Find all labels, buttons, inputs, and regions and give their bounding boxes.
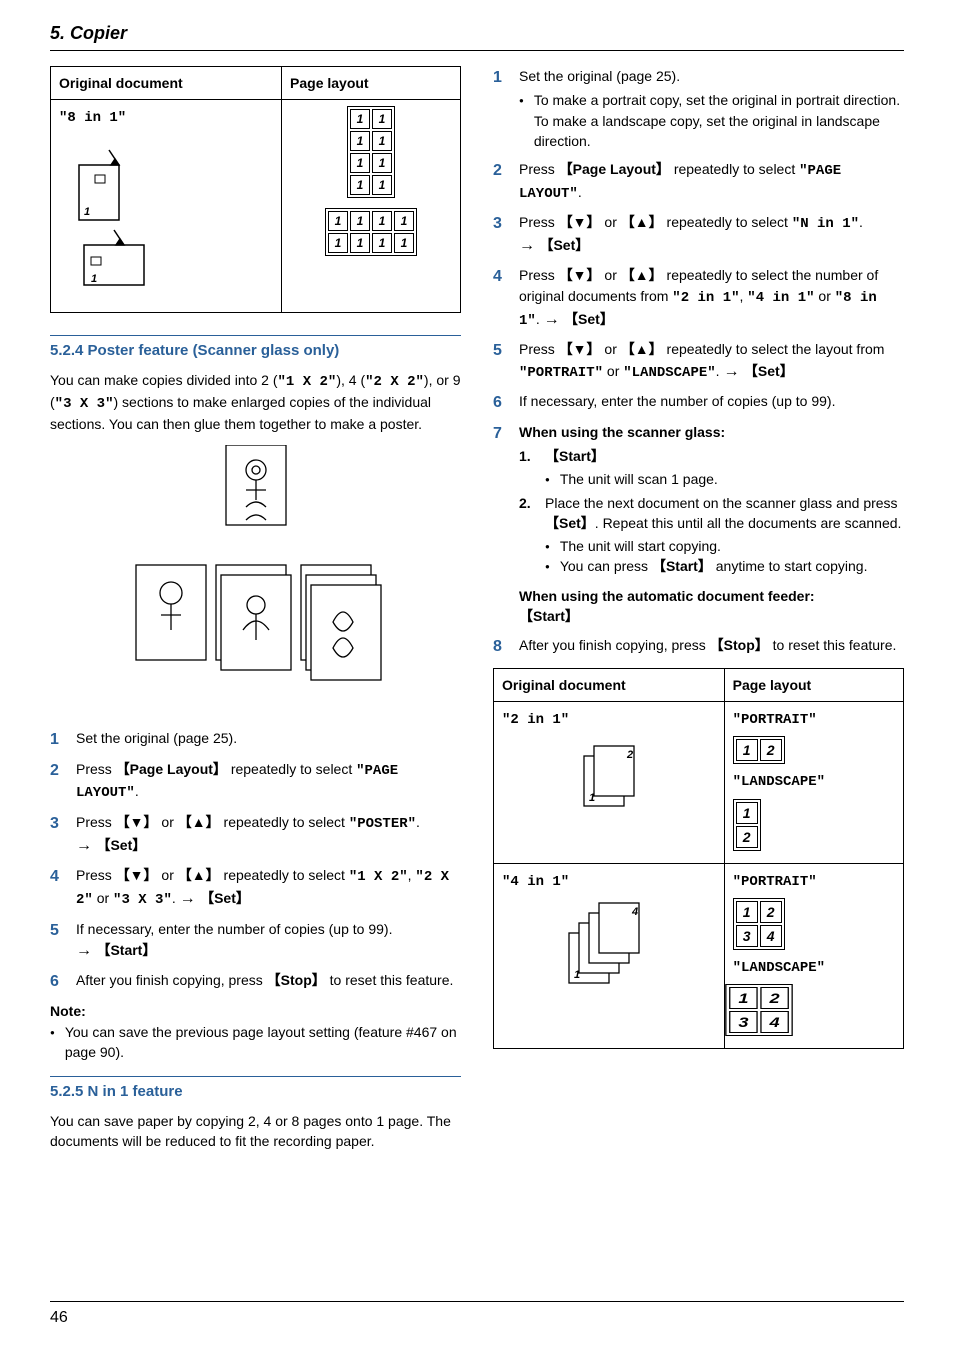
note-label: Note:: [50, 1001, 461, 1021]
grid-8in1-portrait: 11 11 11 11: [347, 106, 395, 198]
nin1-step3: Press 【▼】 or 【▲】 repeatedly to select "N…: [519, 212, 904, 257]
poster-step5: If necessary, enter the number of copies…: [76, 919, 461, 962]
grid-4in1-land: 12 34: [725, 984, 793, 1036]
grid-8in1-landscape: 11 11 11 11: [325, 208, 417, 256]
th-original: Original document: [51, 67, 282, 100]
nin1-step4: Press 【▼】 or 【▲】 repeatedly to select th…: [519, 265, 904, 331]
doc-icon-8in1: 1 1: [59, 135, 179, 295]
poster-step6: After you finish copying, press 【Stop】 t…: [76, 970, 461, 993]
poster-diagram: [126, 445, 386, 705]
td-4in1-doc: "4 in 1" 4 1: [494, 863, 725, 1049]
poster-step4: Press 【▼】 or 【▲】 repeatedly to select "1…: [76, 865, 461, 911]
td-2in1-layout: "PORTRAIT" 12 "LANDSCAPE" 12: [724, 702, 903, 864]
section-nin1-title: 5.2.5 N in 1 feature: [50, 1081, 461, 1103]
svg-text:1: 1: [91, 273, 97, 285]
th-layout: Page layout: [282, 67, 461, 100]
note-text: You can save the previous page layout se…: [65, 1022, 461, 1063]
section-poster-title: 5.2.4 Poster feature (Scanner glass only…: [50, 340, 461, 362]
nin1-step7: When using the scanner glass: 1.【Start】 …: [519, 422, 904, 627]
grid-4in1-port: 12 34: [733, 898, 785, 950]
table-nin1: Original document Page layout "2 in 1" 2: [493, 668, 904, 1049]
grid-2in1-port: 12: [733, 736, 785, 764]
nin1-step8: After you finish copying, press 【Stop】 t…: [519, 635, 904, 658]
poster-step1: Set the original (page 25).: [76, 728, 461, 751]
doc-icon-4in1: 4 1: [554, 898, 664, 998]
doc-icon-2in1: 2 1: [559, 736, 659, 816]
page-number: 46: [50, 1309, 68, 1326]
svg-text:2: 2: [626, 749, 633, 761]
label-8in1: "8 in 1": [59, 110, 126, 126]
svg-text:4: 4: [631, 906, 638, 918]
td-2in1-doc: "2 in 1" 2 1: [494, 702, 725, 864]
td-8in1-layout: 11 11 11 11 11 11 11 11: [282, 100, 461, 313]
svg-text:1: 1: [84, 206, 90, 218]
nin1-intro: You can save paper by copying 2, 4 or 8 …: [50, 1111, 461, 1152]
td-4in1-layout: "PORTRAIT" 12 34 "LANDSCAPE" 12 34: [724, 863, 903, 1049]
grid-2in1-land: 12: [733, 799, 761, 851]
svg-text:1: 1: [589, 792, 595, 804]
table-8in1: Original document Page layout "8 in 1": [50, 66, 461, 313]
nin1-step6: If necessary, enter the number of copies…: [519, 391, 904, 414]
chapter-heading: 5. Copier: [50, 20, 904, 51]
poster-step2: Press 【Page Layout】 repeatedly to select…: [76, 759, 461, 804]
svg-text:1: 1: [574, 969, 580, 981]
th2-layout: Page layout: [724, 668, 903, 701]
nin1-step1: Set the original (page 25). To make a po…: [519, 66, 904, 151]
poster-intro: You can make copies divided into 2 ("1 X…: [50, 370, 461, 435]
poster-step3: Press 【▼】 or 【▲】 repeatedly to select "P…: [76, 812, 461, 857]
nin1-step2: Press 【Page Layout】 repeatedly to select…: [519, 159, 904, 204]
td-8in1-doc: "8 in 1": [51, 100, 282, 313]
nin1-step5: Press 【▼】 or 【▲】 repeatedly to select th…: [519, 339, 904, 383]
th2-original: Original document: [494, 668, 725, 701]
